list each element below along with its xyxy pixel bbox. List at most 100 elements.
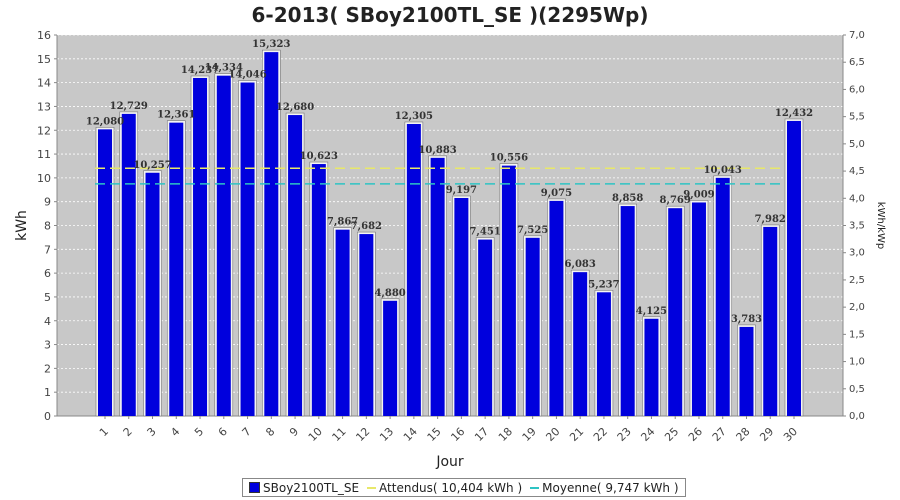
x-tick-label: 10 (306, 425, 325, 444)
data-label: 10,623 (300, 151, 338, 162)
y-tick-label: 9 (44, 196, 51, 209)
bar (169, 122, 184, 416)
bar (216, 75, 231, 416)
bar (715, 177, 730, 416)
bar (525, 237, 540, 416)
x-axis-ticks: 1 2 3 4 5 6 7 8 9 10 11 12 13 14 15 16 17 18 19 20 21 22 23 24 2… (97, 416, 800, 444)
y-tick-label: 1 (44, 386, 51, 399)
x-axis-label: Jour (435, 454, 464, 470)
y-tick-label: 3 (44, 339, 51, 352)
bar (311, 164, 326, 416)
y-tick-label: 5 (44, 291, 51, 304)
x-tick-label: 23 (615, 425, 634, 444)
legend-item-attendus: Attendus( 10,404 kWh ) (367, 481, 522, 495)
data-label: 3,783 (731, 314, 762, 325)
y-right-tick-label: 3,5 (849, 221, 865, 232)
x-tick-label: 22 (591, 425, 610, 444)
data-label: 8,769 (660, 195, 691, 206)
bar (383, 300, 398, 416)
x-tick-label: 9 (287, 425, 301, 439)
y-right-tick-label: 2,5 (849, 275, 865, 286)
y-axis-right-ticks: 0,0 0,5 1,0 1,5 2,0 2,5 3,0 3,5 4,0 4,5 5,0 5,5 6,0 6… (843, 30, 865, 422)
bar (430, 157, 445, 416)
y-tick-label: 0 (44, 410, 51, 423)
bar (644, 318, 659, 416)
bar (240, 82, 255, 416)
data-labels: 12,080 12,729 10,257 12,361 14,23714,33414,0… (86, 39, 813, 325)
y-tick-label: 12 (37, 124, 51, 137)
y-right-tick-label: 3,0 (849, 248, 865, 259)
x-tick-label: 8 (263, 425, 277, 439)
bar (98, 129, 112, 416)
x-tick-label: 18 (496, 425, 515, 444)
x-tick-label: 28 (734, 425, 753, 444)
y-tick-label: 15 (37, 53, 51, 66)
y-tick-label: 13 (37, 100, 51, 113)
x-tick-label: 30 (781, 425, 800, 444)
y-right-tick-label: 0,5 (849, 384, 865, 395)
x-tick-label: 20 (543, 425, 562, 444)
bars (95, 49, 804, 417)
x-tick-label: 3 (144, 425, 158, 439)
bar (620, 206, 635, 416)
bar (573, 272, 588, 416)
data-label: 7,982 (755, 214, 786, 225)
x-tick-label: 16 (448, 425, 467, 444)
bar (501, 165, 516, 416)
data-label: 10,257 (133, 160, 171, 171)
data-label: 7,451 (469, 227, 500, 238)
y-right-tick-label: 6,0 (849, 84, 865, 95)
bar (787, 120, 801, 416)
bar (596, 292, 611, 416)
bar (454, 197, 469, 416)
y-axis-right-label: kWh/kWp (875, 202, 886, 249)
bar (193, 77, 208, 416)
y-tick-label: 14 (37, 77, 51, 90)
bar (478, 239, 493, 416)
bar (406, 123, 421, 417)
y-right-tick-label: 2,0 (849, 302, 865, 313)
data-label: 14,237 (181, 65, 219, 76)
data-label: 14,334 (205, 63, 243, 74)
data-label: 12,729 (110, 101, 148, 112)
data-label: 7,867 (327, 217, 358, 228)
y-right-tick-label: 4,0 (849, 193, 865, 204)
chart-title: 6-2013( SBoy2100TL_SE )(2295Wp) (252, 3, 649, 27)
y-tick-label: 7 (44, 243, 51, 256)
legend-label-moyenne: Moyenne( 9,747 kWh ) (542, 480, 679, 495)
data-label: 12,432 (775, 108, 813, 119)
bar (549, 200, 564, 416)
legend-swatch-attendus (367, 486, 377, 489)
y-tick-label: 2 (44, 362, 51, 375)
data-label: 7,682 (351, 221, 382, 232)
x-tick-label: 25 (662, 425, 681, 444)
x-tick-label: 27 (710, 425, 729, 444)
bar (739, 326, 754, 416)
data-label: 9,009 (683, 189, 714, 200)
y-right-tick-label: 1,0 (849, 357, 865, 368)
x-tick-label: 13 (377, 425, 396, 444)
bar (335, 229, 350, 416)
data-label: 7,525 (517, 225, 548, 236)
reference-lines (95, 167, 782, 185)
x-tick-label: 6 (216, 425, 230, 439)
y-tick-label: 8 (44, 220, 51, 233)
data-label: 12,680 (276, 102, 314, 113)
legend-label-series: SBoy2100TL_SE (263, 480, 360, 495)
legend-swatch-series (249, 482, 260, 493)
bar (359, 234, 374, 416)
y-tick-label: 4 (44, 315, 51, 328)
data-label: 12,080 (86, 116, 124, 127)
bar (264, 52, 279, 416)
x-tick-label: 19 (520, 425, 539, 444)
data-label: 10,556 (490, 153, 528, 164)
data-label: 4,880 (374, 288, 405, 299)
y-tick-label: 10 (37, 172, 51, 185)
x-tick-label: 17 (472, 425, 491, 444)
bar (763, 226, 778, 416)
bar (668, 208, 683, 416)
data-label: 6,083 (565, 259, 596, 270)
x-tick-label: 15 (425, 425, 444, 444)
bar (288, 115, 303, 417)
